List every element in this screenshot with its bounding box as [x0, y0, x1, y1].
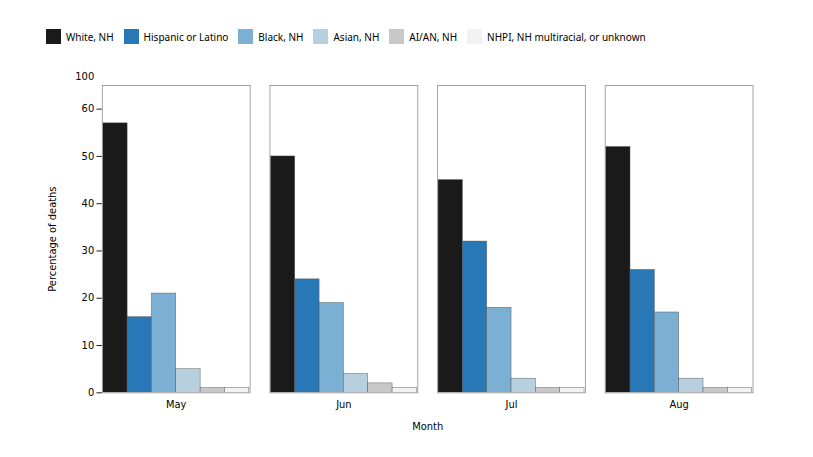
svg-text:30: 30	[82, 245, 95, 256]
svg-text:Jun: Jun	[335, 399, 351, 410]
svg-text:20: 20	[82, 292, 95, 303]
svg-text:Jul: Jul	[505, 399, 518, 410]
html-text:Asian, NH: Asian, NH	[333, 29, 380, 44]
svg-text:60: 60	[82, 103, 95, 114]
svg-text:50: 50	[82, 151, 95, 162]
html-text:AI/AN, NH: AI/AN, NH	[409, 29, 458, 44]
svg-text:May: May	[166, 399, 187, 410]
svg-text:0: 0	[88, 387, 94, 398]
svg-text:40: 40	[82, 198, 95, 209]
svg-text:Aug: Aug	[669, 399, 688, 410]
svg-text:Month: Month	[412, 421, 443, 432]
svg-text:Percentage of deaths: Percentage of deaths	[47, 186, 58, 291]
html-text:Hispanic or Latino: Hispanic or Latino	[143, 29, 229, 44]
html-text:White, NH: White, NH	[66, 29, 114, 44]
html-text:NHPI, NH multiracial, or unkno: NHPI, NH multiracial, or unknown	[487, 29, 646, 44]
html-text:Black, NH: Black, NH	[258, 29, 304, 44]
svg-text:10: 10	[82, 340, 95, 351]
svg-text:100: 100	[75, 71, 94, 82]
